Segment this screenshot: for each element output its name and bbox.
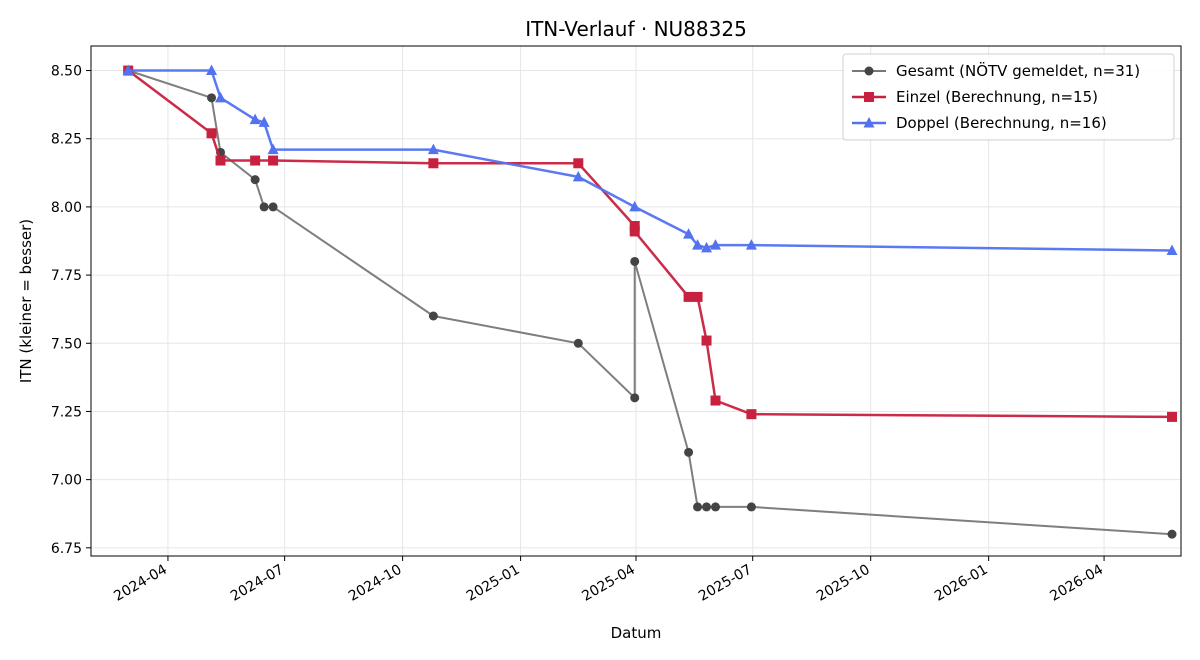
legend-box <box>842 53 1175 141</box>
data-point <box>710 239 722 250</box>
y-tick-label: 7.00 <box>51 473 82 489</box>
legend-label: Doppel (Berechnung, n=16) <box>896 114 1107 132</box>
data-point <box>122 64 134 76</box>
data-point <box>573 158 584 169</box>
y-tick-label: 7.25 <box>51 404 82 420</box>
data-point <box>701 241 713 253</box>
legend: Gesamt (NÖTV gemeldet, n=31) Einzel (Bere… <box>842 53 1175 141</box>
data-point <box>683 291 694 302</box>
data-point <box>693 502 703 512</box>
series-layer <box>122 64 1178 539</box>
data-point <box>629 226 640 237</box>
data-point <box>428 158 439 169</box>
data-point <box>1166 244 1178 256</box>
data-point <box>206 64 218 76</box>
data-point <box>268 155 279 166</box>
data-point <box>710 395 721 406</box>
data-point <box>207 93 217 103</box>
data-point <box>630 393 640 403</box>
data-point <box>683 228 695 239</box>
data-point <box>692 239 704 250</box>
data-point <box>629 221 640 231</box>
series-0 <box>123 66 1177 539</box>
data-point <box>250 155 261 166</box>
legend-label: Gesamt (NÖTV gemeldet, n=31) <box>896 61 1140 80</box>
legend-label: Einzel (Berechnung, n=15) <box>896 88 1098 106</box>
data-point <box>259 202 269 212</box>
data-point <box>427 143 439 155</box>
y-tick-label: 8.25 <box>51 132 82 148</box>
legend-marker <box>864 66 874 76</box>
grid-lines <box>91 46 1181 556</box>
data-point <box>428 311 438 321</box>
data-point <box>573 338 583 348</box>
y-axis: 6.75 7.00 7.25 7.50 7.75 8.00 8.25 8.50 <box>51 64 91 557</box>
data-point <box>215 91 227 103</box>
y-tick-label: 7.75 <box>51 268 82 284</box>
data-point <box>268 202 278 212</box>
data-point <box>746 409 757 420</box>
y-tick-label: 8.50 <box>51 64 82 80</box>
data-point <box>1167 529 1177 539</box>
data-point <box>629 200 641 212</box>
y-tick-label: 8.00 <box>51 200 82 216</box>
legend-entry: Doppel (Berechnung, n=16) <box>852 114 1107 132</box>
data-point <box>746 502 756 512</box>
x-axis-title: Datum <box>611 624 662 642</box>
data-point <box>249 113 261 125</box>
data-point <box>1167 411 1178 422</box>
data-point <box>206 128 217 139</box>
data-point <box>258 116 270 127</box>
data-point <box>711 502 721 512</box>
data-point <box>702 502 712 512</box>
data-point <box>745 239 757 250</box>
legend-entry: Gesamt (NÖTV gemeldet, n=31) <box>852 61 1140 80</box>
legend-entry: Einzel (Berechnung, n=15) <box>852 88 1098 106</box>
chart-title: ITN-Verlauf · NU88325 <box>525 17 747 41</box>
data-point <box>572 170 584 182</box>
legend-marker <box>864 92 874 102</box>
y-tick-label: 6.75 <box>51 541 82 557</box>
data-point <box>630 256 640 266</box>
series-1 <box>123 65 1178 422</box>
y-tick-label: 7.50 <box>51 336 82 352</box>
data-point <box>267 143 279 155</box>
data-point <box>701 335 712 346</box>
data-point <box>692 291 703 302</box>
y-axis-title: ITN (kleiner = besser) <box>17 219 35 383</box>
data-point <box>684 447 694 457</box>
series-2 <box>122 64 1178 256</box>
data-point <box>250 175 260 185</box>
legend-marker <box>863 117 875 128</box>
data-point <box>215 155 226 166</box>
